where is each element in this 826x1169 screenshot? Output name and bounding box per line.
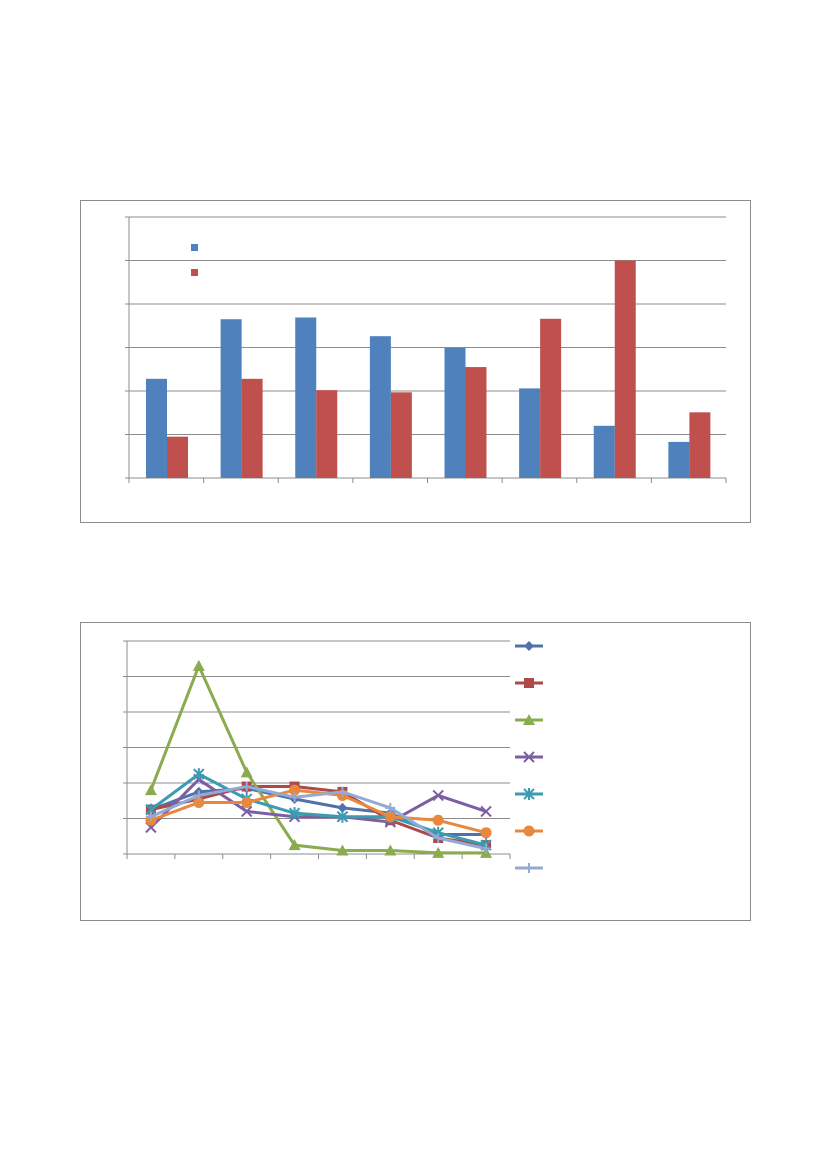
- data-point: [240, 805, 253, 818]
- data-point: [193, 768, 205, 781]
- data-point: [241, 781, 252, 792]
- line-chart-panel: [80, 622, 751, 921]
- data-point: [193, 790, 204, 801]
- legend-swatch: [191, 269, 198, 276]
- bar-chart: [125, 216, 727, 483]
- series-line: [150, 785, 487, 847]
- data-point: [480, 827, 492, 839]
- bar: [593, 425, 615, 478]
- data-point: [432, 846, 445, 858]
- bar: [540, 318, 562, 478]
- bar: [241, 378, 263, 478]
- data-point: [288, 839, 301, 851]
- data-point: [144, 784, 157, 796]
- bar: [390, 392, 412, 478]
- data-point: [336, 810, 349, 823]
- bar: [689, 412, 711, 478]
- bar: [316, 390, 338, 478]
- data-point: [385, 802, 396, 813]
- legend-entry: [515, 863, 543, 873]
- data-point: [432, 789, 444, 802]
- legend-entry: [515, 788, 543, 800]
- legend-marker: [524, 678, 534, 688]
- series-line: [149, 777, 487, 829]
- bar: [519, 388, 541, 478]
- data-point: [337, 786, 348, 797]
- bar: [614, 260, 636, 478]
- bar-chart-panel: [80, 200, 751, 523]
- legend-marker: [523, 714, 535, 725]
- series-line: [150, 772, 487, 847]
- data-point: [240, 766, 253, 778]
- legend-swatch: [191, 244, 198, 251]
- data-point: [337, 802, 348, 813]
- data-point: [288, 807, 301, 820]
- series-7: [145, 781, 492, 854]
- bar: [220, 319, 242, 478]
- data-point: [480, 805, 492, 818]
- bar: [295, 317, 317, 478]
- bar: [465, 367, 487, 478]
- data-point: [145, 811, 156, 822]
- data-point: [289, 784, 301, 796]
- legend-marker: [524, 641, 534, 651]
- bar: [167, 436, 188, 478]
- legend-marker: [524, 863, 534, 873]
- data-point: [192, 659, 205, 671]
- series-line: [150, 788, 487, 835]
- series-line: [149, 664, 487, 855]
- data-point: [433, 833, 444, 844]
- data-point: [481, 843, 492, 854]
- legend-entry: [515, 678, 543, 688]
- data-point: [432, 814, 444, 826]
- legend-marker: [523, 825, 535, 837]
- data-point: [289, 792, 300, 803]
- legend-entry: [515, 641, 543, 651]
- legend-entry: [515, 751, 543, 763]
- bar: [444, 347, 466, 478]
- data-point: [336, 844, 349, 856]
- data-point: [384, 844, 397, 856]
- data-point: [193, 797, 205, 809]
- bar: [668, 441, 690, 478]
- series-3: [144, 659, 493, 858]
- line-chart: [123, 640, 543, 873]
- legend-marker: [523, 751, 535, 763]
- data-point: [384, 811, 396, 823]
- bar: [146, 378, 167, 478]
- legend-marker: [523, 788, 535, 800]
- legend-entry: [515, 825, 543, 837]
- bar: [369, 336, 391, 478]
- data-point: [241, 797, 253, 809]
- legend-entry: [515, 714, 543, 725]
- series-line: [150, 785, 487, 851]
